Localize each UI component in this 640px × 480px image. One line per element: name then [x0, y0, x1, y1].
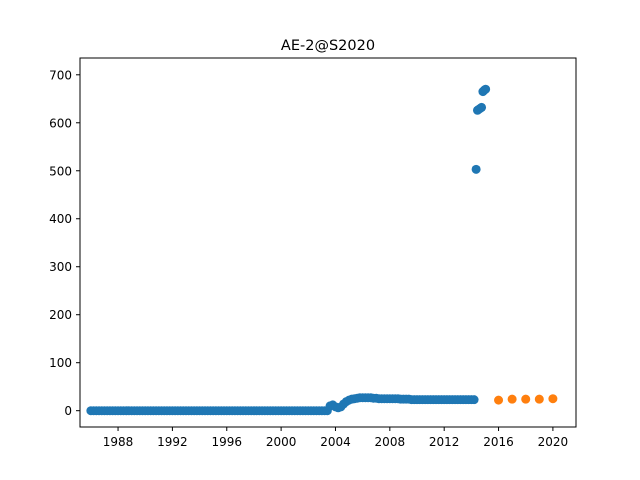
plot-frame — [79, 57, 577, 428]
y-tick-label: 200 — [49, 308, 72, 322]
data-point-s1-3 — [534, 394, 544, 404]
data-points — [86, 84, 558, 416]
x-tick-label: 2000 — [266, 435, 297, 449]
x-tick-label: 2004 — [320, 435, 351, 449]
y-tick-label: 700 — [49, 68, 72, 82]
y-tick-label: 0 — [64, 404, 72, 418]
x-tick-label: 2008 — [375, 435, 406, 449]
y-tick-label: 300 — [49, 260, 72, 274]
data-point-s1-0 — [494, 395, 504, 405]
x-tick-label: 1992 — [157, 435, 188, 449]
chart-title: AE-2@S2020 — [281, 38, 375, 54]
x-axis: 1988 1992 1996 2000 2004 2008 2012 2016 2020 — [103, 427, 568, 449]
x-tick-label: 1988 — [103, 435, 134, 449]
y-axis: 0 100 200 300 400 500 600 700 — [49, 68, 80, 418]
x-tick-label: 1996 — [211, 435, 242, 449]
data-point-s1-2 — [521, 394, 531, 404]
y-tick-label: 500 — [49, 164, 72, 178]
data-point-s1-1 — [507, 394, 517, 404]
x-tick-label: 2020 — [538, 435, 569, 449]
data-point-s0-149 — [481, 84, 491, 94]
y-tick-label: 100 — [49, 356, 72, 370]
data-point-s0-141 — [469, 395, 479, 405]
y-tick-label: 400 — [49, 212, 72, 226]
data-point-s1-4 — [548, 394, 558, 404]
x-tick-label: 2012 — [429, 435, 460, 449]
y-tick-label: 600 — [49, 116, 72, 130]
x-tick-label: 2016 — [483, 435, 514, 449]
data-point-s0-146 — [477, 102, 487, 112]
data-point-s0-142 — [471, 164, 481, 174]
